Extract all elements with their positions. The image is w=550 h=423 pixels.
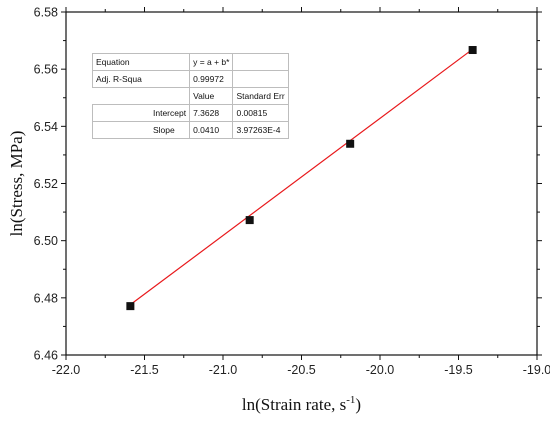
x-tick-label: -20.5 [287,363,316,377]
y-tick-label: 6.58 [34,6,58,20]
slope-label: Slope [91,121,191,139]
slope-row: Slope 0.0410 3.97263E-4 [91,121,289,139]
intercept-label: Intercept [91,104,191,122]
data-point [346,139,355,148]
y-tick-label: 6.56 [34,63,58,77]
x-tick-label: -19.5 [444,363,473,377]
fit-line [130,48,473,306]
slope-stderr: 3.97263E-4 [232,121,289,139]
fit-results-table: Equation y = a + b* Adj. R-Squa 0.99972 … [91,53,289,139]
adj-r-squared-row: Adj. R-Squa 0.99972 [91,70,289,88]
x-axis-title-main: ln(Strain rate, s [242,395,346,414]
equation-value: y = a + b* [189,53,234,71]
y-tick-label: 6.52 [34,177,58,191]
data-point [245,216,254,225]
value-header: Value [189,87,234,105]
intercept-row: Intercept 7.3628 0.00815 [91,104,289,122]
y-tick-label: 6.50 [34,234,58,248]
y-tick-label: 6.54 [34,120,58,134]
x-tick-label: -21.0 [209,363,238,377]
x-tick-label: -22.0 [52,363,81,377]
y-axis-title: ln(Stress, MPa) [7,131,26,237]
data-point [126,302,135,311]
adj-r-squared-value: 0.99972 [189,70,234,88]
intercept-value: 7.3628 [189,104,234,122]
equation-row: Equation y = a + b* [91,53,289,71]
x-tick-label: -19.0 [523,363,550,377]
x-axis-title-superscript: -1 [346,394,355,406]
header-row: Value Standard Err [92,87,289,105]
x-axis-title-close: ) [355,395,361,414]
equation-label: Equation [91,53,191,71]
slope-value: 0.0410 [189,121,234,139]
x-tick-label: -21.5 [130,363,159,377]
adj-r-squared-label: Adj. R-Squa [91,70,191,88]
x-tick-label: -20.0 [366,363,395,377]
x-axis-title: ln(Strain rate, s-1) [242,394,361,414]
stderr-header: Standard Err [232,87,289,105]
intercept-stderr: 0.00815 [232,104,289,122]
y-tick-label: 6.48 [34,291,58,305]
y-tick-label: 6.46 [34,349,58,363]
data-point [468,46,477,55]
plot-frame [65,11,538,356]
